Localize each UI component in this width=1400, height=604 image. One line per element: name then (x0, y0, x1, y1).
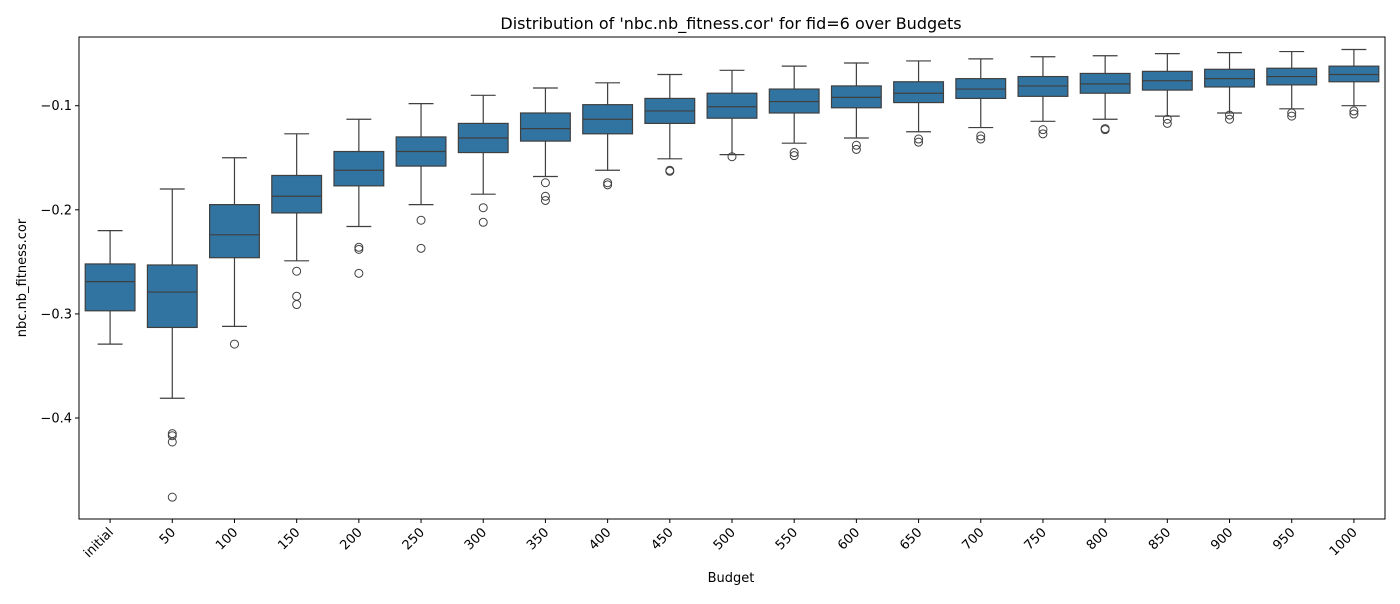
outlier-point (1038, 125, 1048, 135)
outlier-point (416, 215, 426, 225)
box (519, 112, 571, 142)
y-axis-title: nbc.nb_fitness.cor (15, 218, 30, 337)
outlier-point (229, 339, 239, 349)
outlier-point (167, 437, 177, 447)
outlier-point (167, 429, 177, 439)
box (271, 174, 323, 214)
x-tick-label: 300 (462, 525, 490, 553)
outlier-point (603, 180, 613, 190)
outlier-point (1287, 108, 1297, 118)
x-tick-label: 500 (711, 525, 739, 553)
x-tick-label: 750 (1022, 525, 1050, 553)
outlier-point (1038, 129, 1048, 139)
outlier-point (1225, 110, 1235, 120)
outlier-point (354, 244, 364, 254)
box (706, 92, 758, 119)
x-tick-label: 200 (338, 525, 366, 553)
outlier-point (292, 266, 302, 276)
outlier-point (478, 203, 488, 213)
x-tick-label: 450 (648, 525, 676, 553)
y-tick-label: −0.4 (40, 412, 72, 427)
outlier-point (1162, 114, 1172, 124)
x-tick-label: 700 (959, 525, 987, 553)
plot-area: −0.4 −0.3 −0.2 −0.1 initial 50 100 150 200 250 300… (40, 36, 1386, 561)
outlier-point (416, 243, 426, 253)
x-tick-label: initial (81, 525, 117, 561)
x-tick-label: 850 (1146, 525, 1174, 553)
x-tick-label: 100 (213, 525, 241, 553)
outlier-point (914, 137, 924, 147)
x-tick-label: 50 (157, 525, 179, 547)
outlier-point (540, 191, 550, 201)
x-tick-label: 350 (524, 525, 552, 553)
outlier-point (1349, 106, 1359, 116)
x-tick-label: 150 (275, 525, 303, 553)
outlier-point (1349, 109, 1359, 119)
box (146, 264, 198, 329)
box (209, 204, 260, 259)
x-tick-label: 250 (400, 525, 428, 553)
x-tick-label: 600 (835, 525, 863, 553)
y-tick-label: −0.1 (40, 99, 72, 114)
x-tick-label: 400 (586, 525, 614, 553)
y-tick-label: −0.3 (40, 307, 72, 322)
x-tick-label: 900 (1208, 525, 1236, 553)
outlier-point (727, 152, 737, 162)
outlier-point (851, 140, 861, 150)
outlier-point (1162, 118, 1172, 128)
x-tick-label: 1000 (1327, 525, 1361, 559)
outlier-point (976, 131, 986, 141)
y-tick-label: −0.2 (40, 203, 72, 218)
x-tick-label: 800 (1084, 525, 1112, 553)
outlier-point (354, 242, 364, 252)
outlier-point (976, 134, 986, 144)
x-tick-label: 950 (1270, 525, 1298, 553)
outlier-point (478, 217, 488, 227)
outlier-point (789, 151, 799, 161)
x-tick-label: 650 (897, 525, 925, 553)
x-tick-label: 550 (773, 525, 801, 553)
outlier-point (1287, 111, 1297, 121)
outlier-point (354, 268, 364, 278)
outlier-point (167, 431, 177, 441)
outlier-point (292, 300, 302, 310)
outlier-point (603, 178, 613, 188)
outlier-point (665, 166, 675, 176)
outlier-point (789, 148, 799, 158)
x-axis-title: Budget (708, 571, 755, 586)
chart-title: Distribution of 'nbc.nb_fitness.cor' for… (500, 14, 961, 34)
box (333, 150, 385, 187)
box (84, 263, 136, 312)
outlier-point (1100, 125, 1110, 135)
outlier-point (540, 178, 550, 188)
box (893, 81, 945, 104)
outlier-point (292, 291, 302, 301)
outlier-point (167, 492, 177, 502)
outlier-point (914, 134, 924, 144)
outlier-point (1225, 114, 1235, 124)
outlier-point (540, 195, 550, 205)
outlier-point (851, 144, 861, 154)
